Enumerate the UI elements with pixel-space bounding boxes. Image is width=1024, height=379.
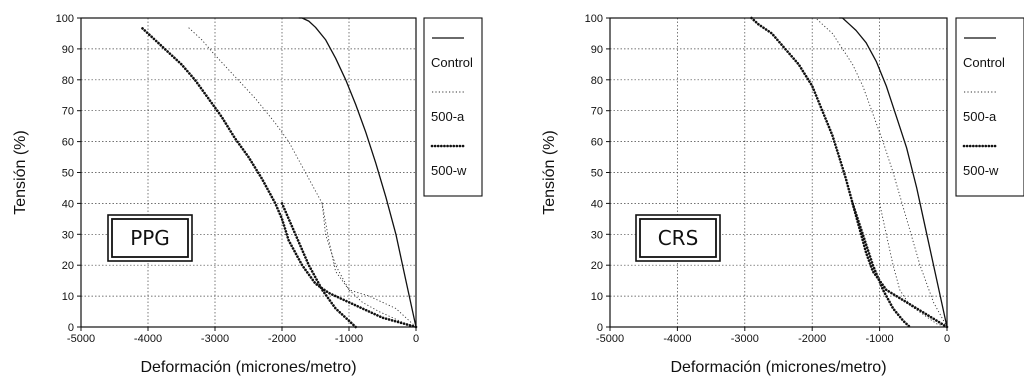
series-500-a-line <box>815 17 948 328</box>
series-control-line <box>839 17 948 328</box>
y-tick-label: 10 <box>62 291 74 303</box>
y-tick-label: 30 <box>62 229 74 241</box>
x-tick-label: -4000 <box>134 333 162 345</box>
y-tick-label: 40 <box>62 198 74 210</box>
y-tick-label: 60 <box>62 137 74 149</box>
y-tick-label: 30 <box>591 229 603 241</box>
y-tick-label: 0 <box>68 322 74 334</box>
y-tick-label: 80 <box>591 75 603 87</box>
legend-label: 500-w <box>431 163 467 178</box>
x-tick-label: 0 <box>944 333 950 345</box>
y-tick-label: 100 <box>56 13 74 25</box>
x-tick-label: -4000 <box>663 333 691 345</box>
x-tick-label: -3000 <box>731 333 759 345</box>
annotation-label: PPG <box>130 226 170 250</box>
y-tick-label: 90 <box>62 44 74 56</box>
y-tick-label: 0 <box>597 322 603 334</box>
series-500-w-unload-line <box>851 202 912 329</box>
legend-label: Control <box>963 55 1005 70</box>
legend: Control 500-a 500-w <box>955 17 1024 197</box>
annotation-box-outer <box>107 214 193 262</box>
x-tick-label: -5000 <box>596 333 624 345</box>
x-tick-label: -1000 <box>866 333 894 345</box>
y-tick-label: 90 <box>591 44 603 56</box>
x-tick-label: -2000 <box>268 333 296 345</box>
chart-panel-2: 0 10 20 30 40 50 60 70 80 90 100 -5000 -4000 -3000 -20… <box>541 13 1024 376</box>
annotation-box-inner <box>639 218 717 258</box>
y-tick-label: 50 <box>62 168 74 180</box>
panel-annotation: CRS <box>635 214 721 262</box>
y-tick-label: 100 <box>585 13 603 25</box>
series-500-w-line <box>750 16 949 329</box>
x-axis-label: Deformación (micrones/metro) <box>140 359 356 376</box>
legend-box <box>955 17 1024 197</box>
series-500-w-unload-line <box>280 202 357 329</box>
y-tick-label: 80 <box>62 75 74 87</box>
legend: Control 500-a 500-w <box>423 17 483 197</box>
x-axis-label: Deformación (micrones/metro) <box>670 359 886 376</box>
y-tick-label: 60 <box>591 137 603 149</box>
y-tick-label: 70 <box>591 106 603 118</box>
legend-label: Control <box>431 55 473 70</box>
y-tick-label: 50 <box>591 168 603 180</box>
series-500-w-line <box>140 26 418 329</box>
y-tick-label: 70 <box>62 106 74 118</box>
annotation-box-outer <box>635 214 721 262</box>
legend-label: 500-w <box>963 163 999 178</box>
x-tick-label: 0 <box>413 333 419 345</box>
x-tick-label: -3000 <box>201 333 229 345</box>
annotation-box-inner <box>111 218 189 258</box>
y-tick-label: 20 <box>62 260 74 272</box>
y-tick-label: 40 <box>591 198 603 210</box>
y-tick-label: 10 <box>591 291 603 303</box>
legend-label: 500-a <box>963 109 997 124</box>
y-axis-label: Tensión (%) <box>12 130 29 214</box>
x-tick-label: -2000 <box>798 333 826 345</box>
y-tick-label: 20 <box>591 260 603 272</box>
series-500-a-line <box>187 26 417 328</box>
y-axis-label: Tensión (%) <box>541 130 558 214</box>
panel-annotation: PPG <box>107 214 193 262</box>
x-tick-label: -5000 <box>67 333 95 345</box>
series-control-line <box>298 17 417 328</box>
x-tick-label: -1000 <box>335 333 363 345</box>
legend-label: 500-a <box>431 109 465 124</box>
legend-box <box>423 17 483 197</box>
chart-panel-1: 0 10 20 30 40 50 60 70 80 90 100 -5000 -4000 -3000 -20… <box>12 13 483 376</box>
annotation-label: CRS <box>658 226 699 250</box>
